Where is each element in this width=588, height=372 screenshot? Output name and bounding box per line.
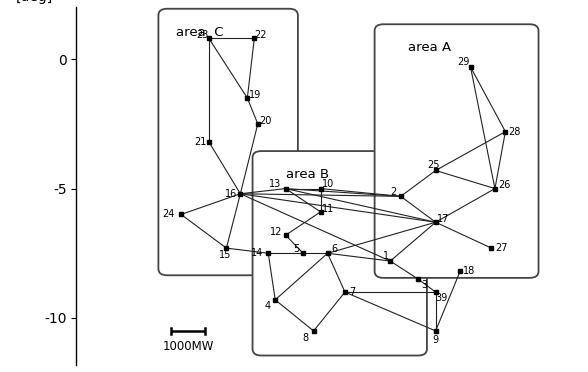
Text: 8: 8: [303, 333, 309, 343]
Text: 15: 15: [219, 250, 231, 260]
Text: 17: 17: [437, 214, 449, 224]
Text: 3: 3: [422, 280, 427, 290]
Text: 4: 4: [265, 301, 270, 311]
Text: 9: 9: [433, 335, 439, 345]
Text: 25: 25: [427, 160, 440, 170]
Text: 1: 1: [383, 251, 389, 262]
Text: area A: area A: [407, 41, 451, 54]
Text: 6: 6: [332, 244, 338, 254]
Text: 27: 27: [495, 243, 507, 253]
Text: 14: 14: [251, 248, 263, 258]
FancyBboxPatch shape: [375, 24, 539, 278]
Text: 24: 24: [163, 209, 175, 219]
Text: area  C: area C: [176, 26, 223, 39]
Text: 11: 11: [322, 204, 335, 214]
FancyBboxPatch shape: [253, 151, 427, 356]
Text: 39: 39: [436, 293, 448, 303]
Text: [deg]: [deg]: [16, 0, 53, 4]
FancyBboxPatch shape: [158, 9, 298, 275]
Text: 2: 2: [390, 187, 396, 198]
Text: 7: 7: [349, 287, 356, 297]
Text: 5: 5: [293, 244, 299, 254]
Text: 23: 23: [196, 30, 208, 39]
Text: 21: 21: [194, 137, 206, 147]
Text: 28: 28: [508, 126, 520, 137]
Text: 10: 10: [322, 179, 335, 189]
Text: 22: 22: [255, 30, 267, 39]
Text: 1000MW: 1000MW: [162, 340, 213, 353]
Text: 26: 26: [499, 180, 511, 190]
Text: 18: 18: [463, 266, 475, 276]
Text: 29: 29: [457, 57, 470, 67]
Text: 20: 20: [259, 116, 272, 126]
Text: 16: 16: [225, 189, 237, 199]
Text: 13: 13: [269, 179, 281, 189]
Text: 12: 12: [270, 227, 282, 237]
Text: area B: area B: [286, 168, 329, 181]
Text: 19: 19: [249, 90, 261, 100]
